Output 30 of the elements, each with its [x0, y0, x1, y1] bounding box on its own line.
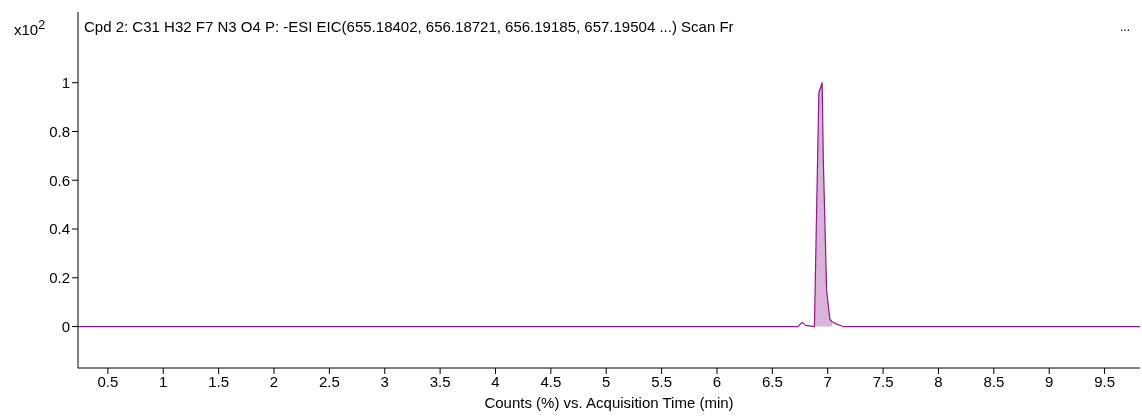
x-tick-label: 1 [159, 372, 168, 390]
x-tick-label: 8.5 [983, 372, 1005, 390]
x-tick-label: 0.5 [97, 372, 119, 390]
y-tick-label: 0.8 [49, 122, 70, 140]
line-series [78, 82, 1140, 328]
y-tick-label: 0.2 [49, 269, 70, 287]
y-tick-label: 1 [61, 74, 70, 92]
x-tick-label: 4 [491, 372, 500, 390]
x-tick-label: 9 [1045, 372, 1054, 390]
y-tick-label: 0.6 [49, 171, 70, 189]
x-tick-label: 9.5 [1094, 372, 1115, 390]
y-tick-label: 0.4 [49, 220, 70, 238]
x-tick-label: 1.5 [208, 372, 230, 390]
y-axis-title: x10$^{2}$ [14, 18, 46, 38]
chart-title: Cpd 2: C31 H32 F7 N3 O4 P: -ESI EIC(655.18402, 656.18721, 656.19185, 657.19504 ...) Scan Fr [84, 18, 734, 35]
x-tick-label: 8 [934, 372, 943, 390]
x-tick-label: 6.5 [761, 372, 783, 390]
x-tick-label: 3.5 [429, 372, 451, 390]
x-tick-label: 7.5 [872, 372, 894, 390]
x-tick-label: 7 [823, 372, 832, 390]
x-tick-label: 3 [380, 372, 389, 390]
x-tick-label: 2 [269, 372, 279, 390]
annotation: ... [1119, 20, 1130, 34]
x-tick-label: 5.5 [651, 372, 673, 390]
x-tick-label: 2.5 [318, 372, 340, 390]
x-tick-label: 5 [602, 372, 611, 390]
x-tick-label: 4.5 [540, 372, 562, 390]
x-axis-title: Counts (%) vs. Acquisition Time (min) [484, 394, 734, 411]
x-tick-label: 6 [712, 372, 722, 390]
y-tick-label: 0 [61, 317, 70, 335]
